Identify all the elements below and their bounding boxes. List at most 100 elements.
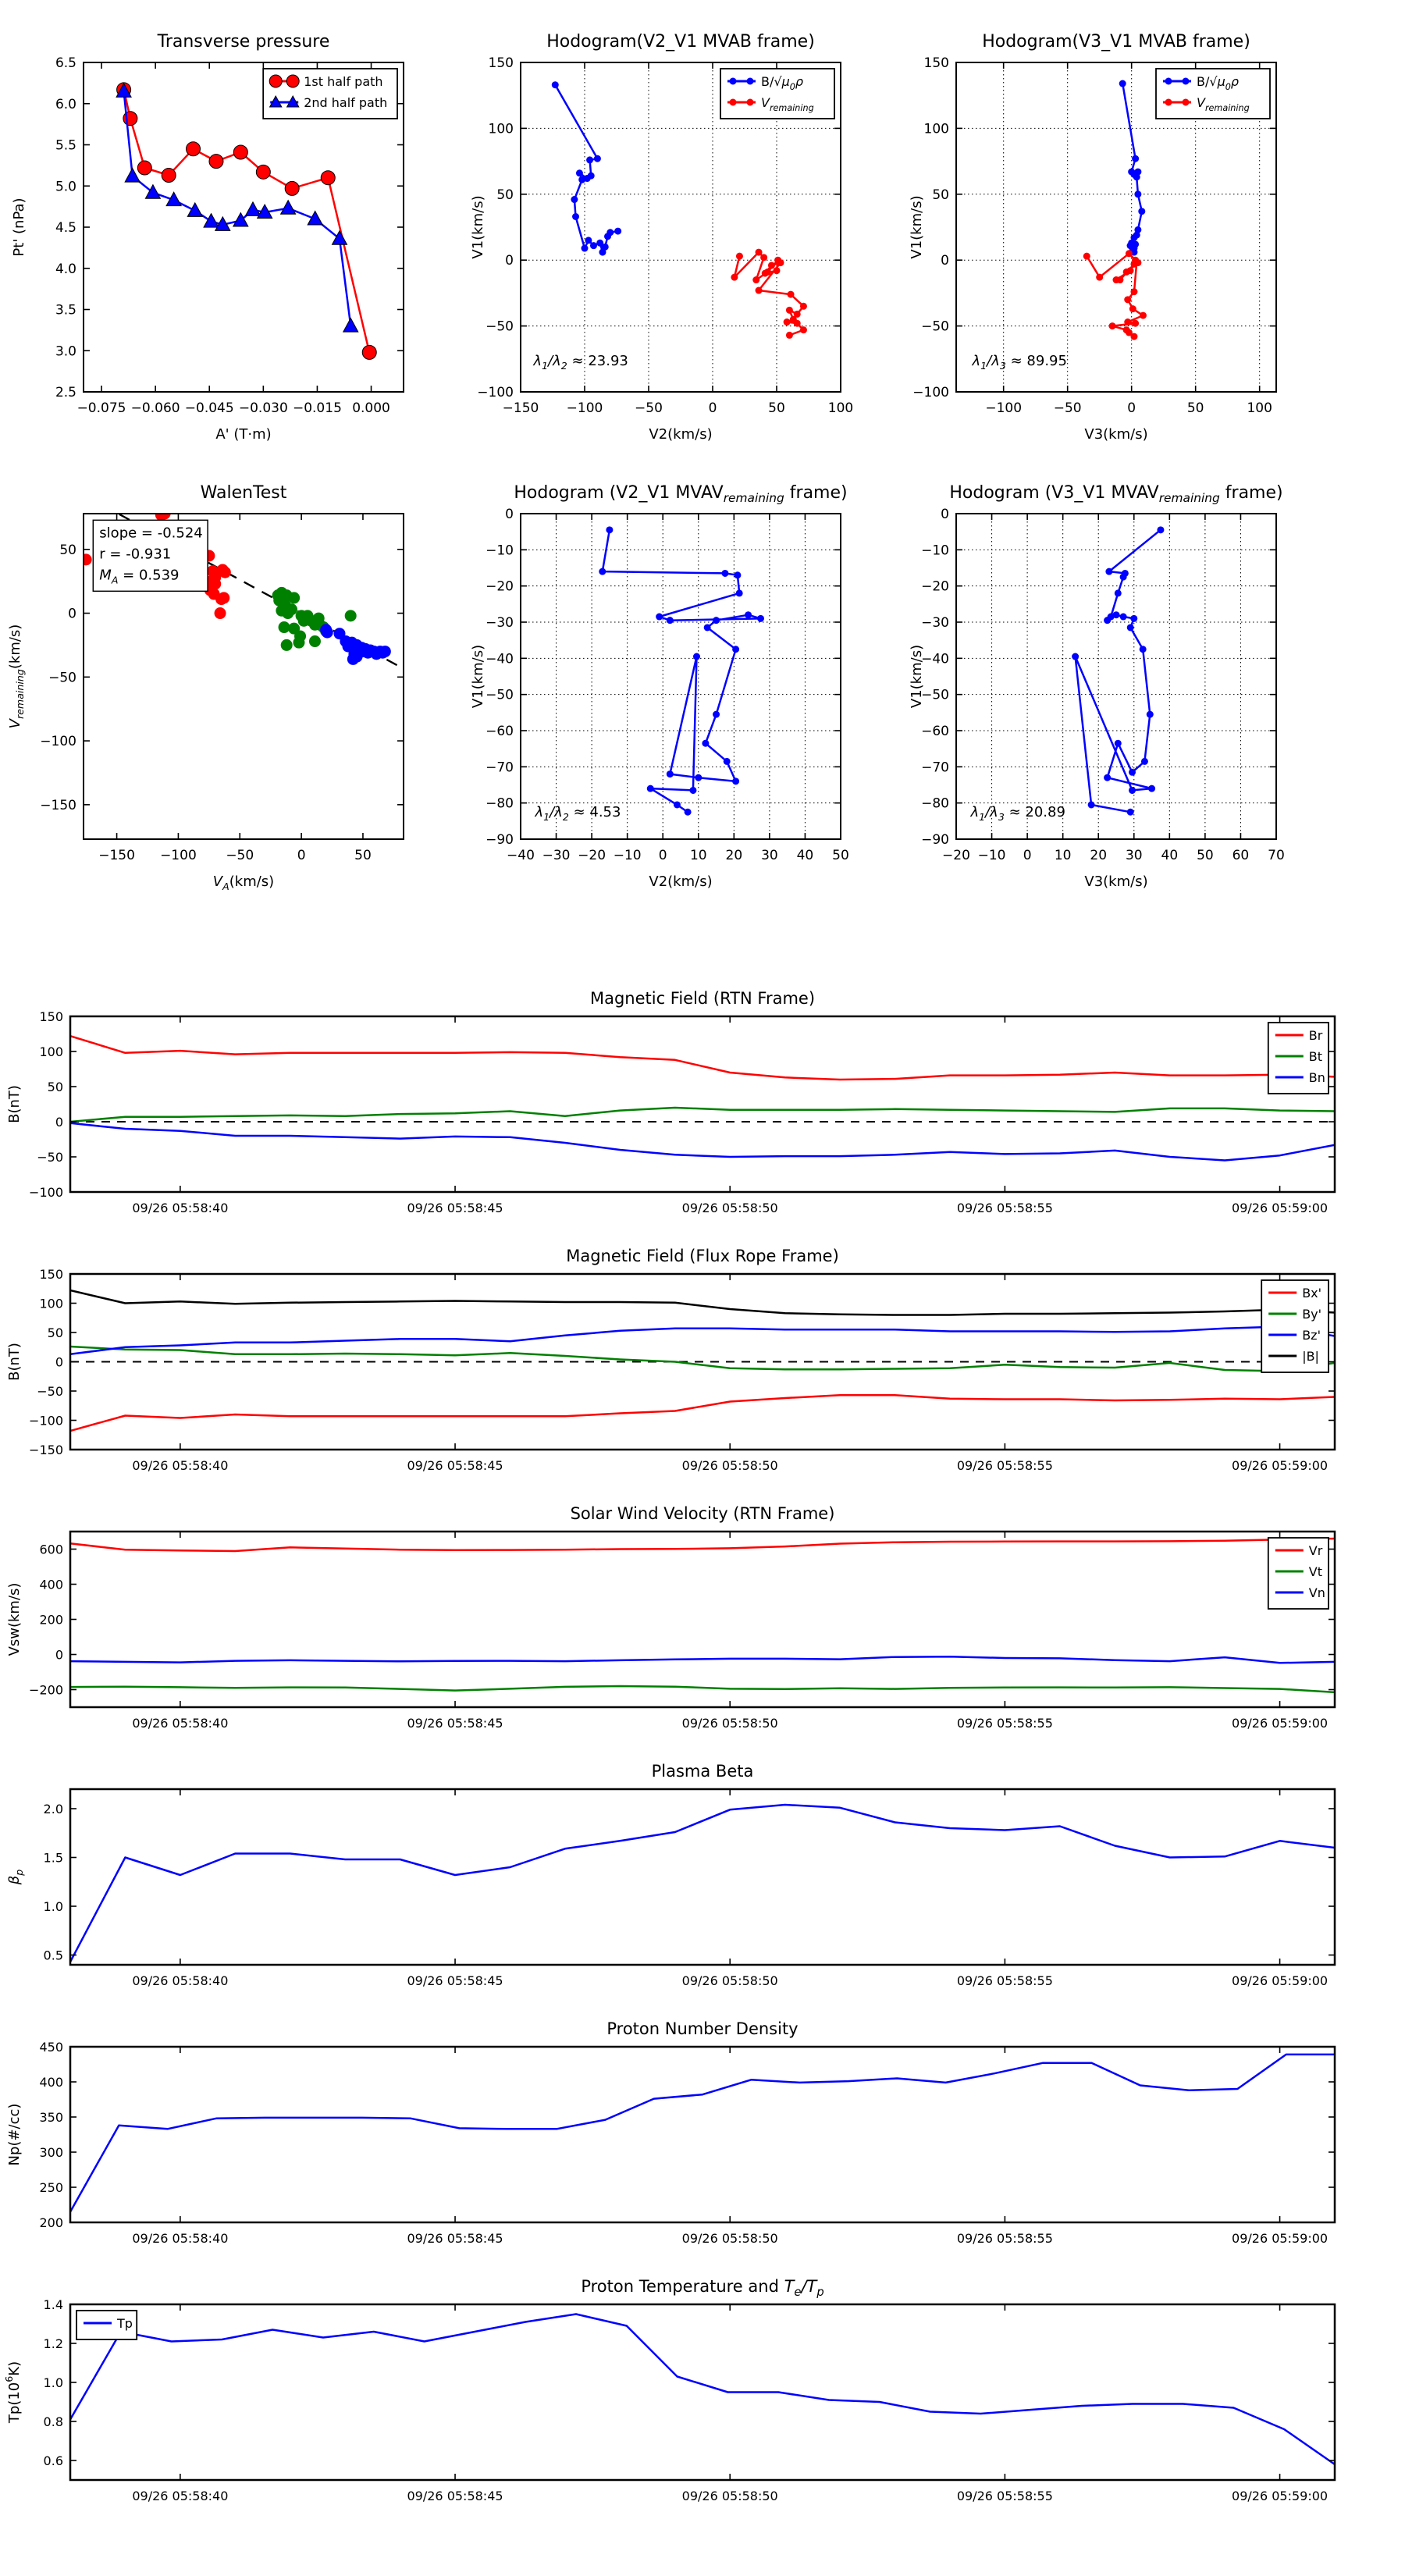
svg-text:50: 50 (496, 187, 514, 203)
series-layer (70, 2313, 1335, 2466)
series-layer (70, 1035, 1335, 1162)
svg-text:−60: −60 (486, 724, 514, 739)
ticks (70, 1273, 1335, 1450)
svg-text:09/26 05:58:55: 09/26 05:58:55 (957, 2489, 1053, 2503)
plot-title: Hodogram (V2_V1 MVAVremaining frame) (514, 483, 847, 505)
hodogram-v3v1-mvab-plot: −100 −50 0 50 100 −100 −50 0 50 100 150 λ1/λ3 ≈ 89.… (909, 32, 1277, 443)
panel-solar-wind-velocity: 09/26 05:58:40 09/26 05:58:45 09/26 05:58:… (0, 1483, 1405, 1741)
svg-text:1.2: 1.2 (44, 2336, 63, 2351)
x-axis-label: V2(km/s) (649, 426, 712, 443)
svg-text:5.5: 5.5 (55, 138, 76, 154)
svg-text:50: 50 (48, 1080, 63, 1094)
y-axis-label: Vremaining(km/s) (7, 624, 26, 729)
legend: B/√μ0ρ Vremaining (720, 68, 835, 119)
solar-wind-velocity-plot: 09/26 05:58:40 09/26 05:58:45 09/26 05:58:… (6, 1504, 1336, 1731)
tick-labels: −0.075 −0.060 −0.045 −0.030 −0.015 0.000 2.5 3.… (55, 55, 390, 416)
svg-text:50: 50 (48, 1325, 63, 1340)
svg-text:−0.030: −0.030 (239, 400, 288, 416)
svg-text:−50: −50 (1054, 400, 1082, 416)
svg-text:0.000: 0.000 (352, 400, 390, 416)
series-layer (70, 2053, 1335, 2213)
ticks (70, 1789, 1335, 1965)
magnetic-field-rtn-plot: 09/26 05:58:40 09/26 05:58:45 09/26 05:58:… (6, 989, 1336, 1215)
panel-magnetic-field-rtn: 09/26 05:58:40 09/26 05:58:45 09/26 05:58:… (0, 968, 1405, 1226)
series--b- (70, 1289, 1335, 1316)
series-bn (70, 1122, 1335, 1162)
series-vremaining (1083, 250, 1147, 340)
svg-text:−90: −90 (486, 832, 514, 848)
x-axis-label: V3(km/s) (1084, 873, 1147, 890)
y-axis-label: Tp(106K) (3, 2361, 23, 2424)
svg-text:600: 600 (39, 1542, 63, 1557)
series-b-0- (1119, 80, 1146, 256)
svg-text:−10: −10 (978, 848, 1006, 863)
y-axis-label: B(nT) (6, 1085, 23, 1123)
series-tp (70, 2313, 1335, 2466)
svg-text:−60: −60 (921, 724, 949, 739)
y-axis-label: V1(km/s) (470, 195, 486, 258)
svg-text:−80: −80 (921, 796, 949, 812)
svg-text:09/26 05:58:50: 09/26 05:58:50 (682, 1973, 778, 1988)
svg-text:50: 50 (832, 848, 849, 863)
svg-text:0.8: 0.8 (44, 2414, 63, 2429)
legend: 1st half path 2nd half path (262, 68, 398, 119)
ticks (520, 513, 841, 840)
svg-text:0: 0 (941, 253, 949, 269)
svg-text:Bn: Bn (1309, 1070, 1325, 1085)
ticks (956, 62, 1276, 393)
axes-frame (69, 1530, 1336, 1709)
legend: Bx' By' Bz' |B| (1261, 1279, 1329, 1373)
series-np (70, 2053, 1335, 2213)
axes-frame (69, 1788, 1336, 1966)
svg-text:−50: −50 (921, 319, 949, 335)
svg-text:−50: −50 (37, 1384, 63, 1399)
svg-text:350: 350 (39, 2110, 63, 2125)
series-b-0- (551, 81, 622, 256)
svg-text:By': By' (1302, 1307, 1321, 1322)
legend: Tp (76, 2310, 138, 2340)
svg-text:−100: −100 (985, 400, 1022, 416)
svg-text:40: 40 (1161, 848, 1179, 863)
ticks (84, 62, 404, 393)
svg-text:Vt: Vt (1309, 1564, 1322, 1579)
svg-text:100: 100 (828, 400, 853, 416)
axes-frame (955, 513, 1277, 840)
series-layer (551, 81, 807, 339)
svg-text:3.5: 3.5 (55, 303, 76, 318)
tick-labels: −100 −50 0 50 100 −100 −50 0 50 100 150 (912, 55, 1272, 416)
svg-text:4.5: 4.5 (55, 220, 76, 236)
svg-text:−70: −70 (921, 760, 949, 775)
svg-text:450: 450 (39, 2040, 63, 2055)
svg-text:09/26 05:58:55: 09/26 05:58:55 (957, 1973, 1053, 1988)
svg-text:09/26 05:58:50: 09/26 05:58:50 (682, 1716, 778, 1731)
svg-text:09/26 05:58:40: 09/26 05:58:40 (132, 1201, 228, 1215)
svg-text:−0.060: −0.060 (131, 400, 180, 416)
svg-text:09/26 05:58:40: 09/26 05:58:40 (132, 1458, 228, 1473)
svg-text:−50: −50 (48, 670, 76, 685)
legend: B/√μ0ρ Vremaining (1155, 68, 1271, 119)
svg-text:09/26 05:59:00: 09/26 05:59:00 (1232, 1201, 1328, 1215)
svg-text:100: 100 (1247, 400, 1272, 416)
svg-text:09/26 05:58:55: 09/26 05:58:55 (957, 2231, 1053, 2246)
x-axis-label: A' (T·m) (215, 426, 271, 443)
plot-title: Magnetic Field (RTN Frame) (590, 989, 815, 1008)
svg-text:−150: −150 (503, 400, 539, 416)
annotation-text: λ1/λ3 ≈ 20.89 (969, 804, 1065, 823)
svg-text:1st half path: 1st half path (304, 74, 382, 89)
tick-labels: 09/26 05:58:40 09/26 05:58:45 09/26 05:58:… (44, 2297, 1329, 2503)
transverse-pressure-plot: −0.075 −0.060 −0.045 −0.030 −0.015 0.000 2.5 3.… (11, 32, 404, 443)
svg-text:B/√μ0ρ: B/√μ0ρ (761, 74, 803, 92)
series-1st-half-path (116, 82, 377, 360)
svg-text:−40: −40 (921, 651, 949, 667)
svg-text:Vremaining: Vremaining (1197, 95, 1250, 113)
svg-text:30: 30 (761, 848, 778, 863)
panel-proton-number-density: 09/26 05:58:40 09/26 05:58:45 09/26 05:58:… (0, 1998, 1405, 2256)
svg-text:0: 0 (1023, 848, 1032, 863)
walen-test-plot: −150 −100 −50 0 50 −150 −100 −50 0 50 slope = -0.5… (7, 483, 404, 892)
svg-text:20: 20 (1090, 848, 1107, 863)
svg-text:−20: −20 (486, 579, 514, 595)
svg-text:Bz': Bz' (1302, 1328, 1321, 1343)
svg-text:09/26 05:59:00: 09/26 05:59:00 (1232, 2489, 1328, 2503)
series-v3v1-path (1072, 526, 1165, 816)
